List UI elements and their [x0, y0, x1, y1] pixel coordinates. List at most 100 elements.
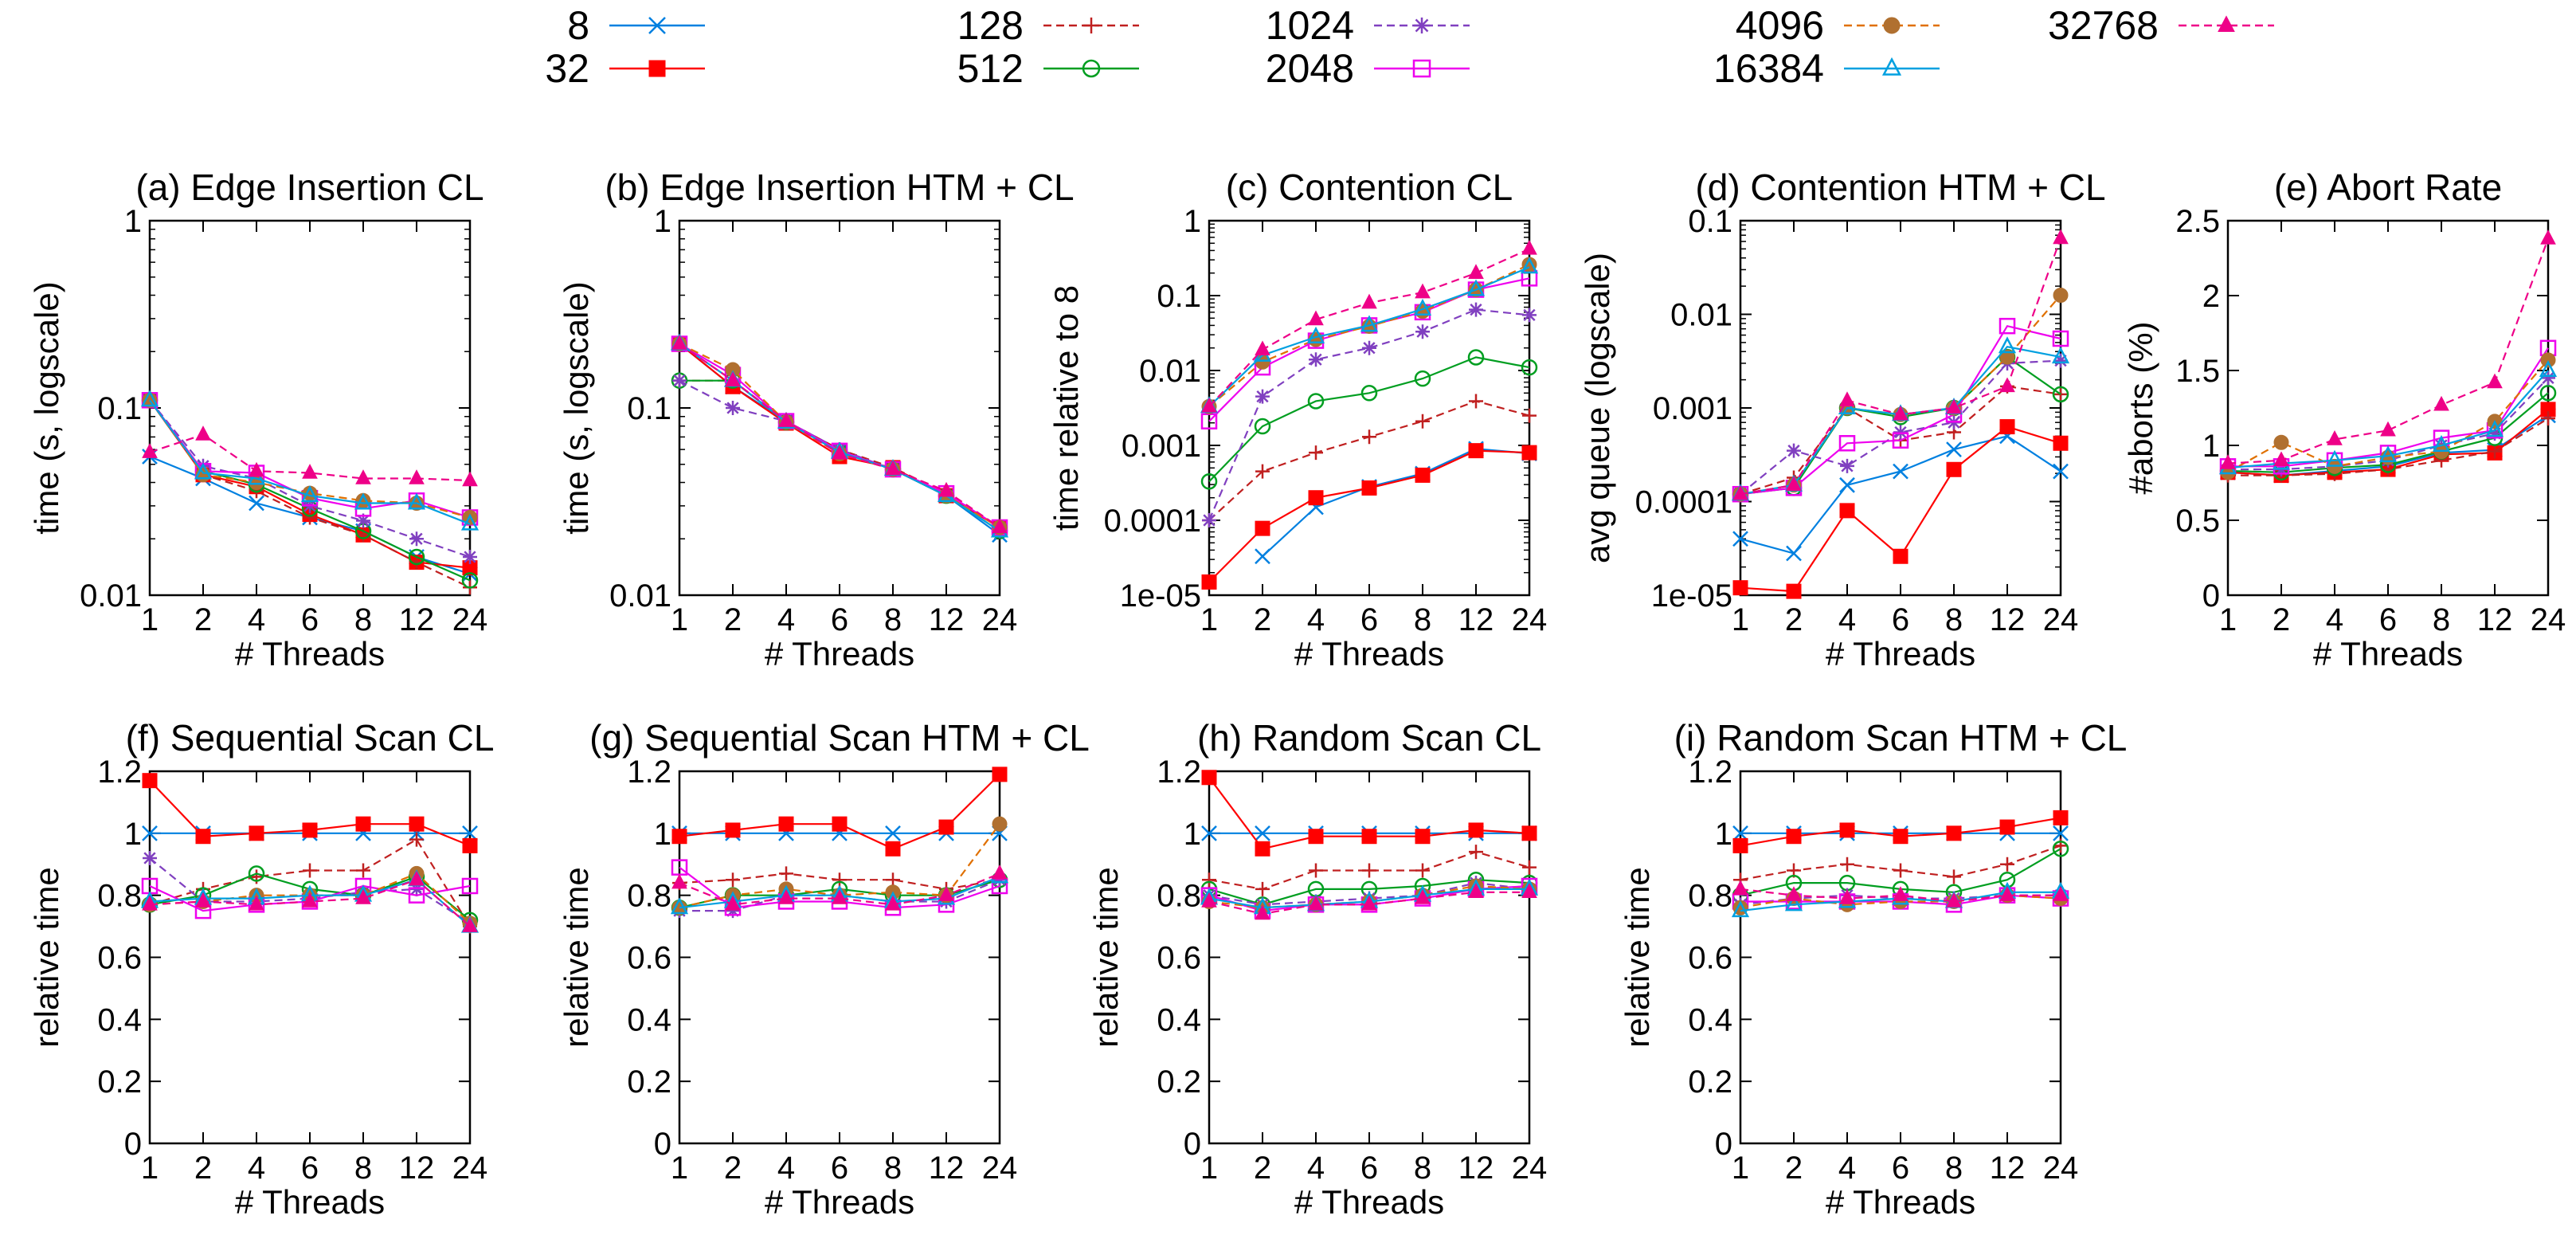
legend-label: 16384	[1713, 46, 1824, 91]
data-point	[1415, 889, 1431, 904]
data-point	[1361, 480, 1377, 496]
data-point	[2273, 451, 2289, 467]
data-point	[1468, 264, 1484, 279]
data-point	[2273, 434, 2289, 450]
data-point	[1892, 432, 1909, 449]
data-point	[1786, 545, 1802, 562]
x-tick-label: 6	[1892, 602, 1909, 637]
y-tick-label: 0	[2202, 578, 2220, 614]
x-tick-label: 24	[1512, 602, 1548, 637]
data-point	[2487, 373, 2503, 389]
y-tick-label: 1.2	[1157, 755, 1201, 790]
chart-panel: (f) Sequential Scan CL 0 0.2 0.4 0.6 0.8 1 1.2 1…	[28, 717, 494, 1221]
data-point	[1732, 484, 1748, 500]
data-point	[779, 866, 793, 881]
data-series	[1732, 810, 2069, 853]
data-point	[1413, 298, 1432, 316]
data-point	[2540, 229, 2556, 245]
y-tick-label: 0.1	[97, 391, 142, 426]
chart-title: (f) Sequential Scan CL	[126, 717, 495, 759]
legend-marker	[1083, 18, 1099, 33]
data-point	[726, 401, 740, 415]
data-series	[671, 336, 1008, 535]
data-point	[992, 816, 1008, 832]
data-point	[1201, 574, 1217, 590]
data-point	[1468, 883, 1484, 899]
y-tick-label: 0.001	[1653, 391, 1732, 426]
x-tick-label: 1	[1200, 1151, 1218, 1186]
data-point	[195, 829, 211, 845]
data-point	[409, 816, 425, 832]
data-point	[462, 825, 478, 841]
series-line	[1208, 400, 1530, 521]
y-tick-label: 1	[1184, 817, 1201, 852]
data-point	[1999, 377, 2015, 393]
data-series	[671, 336, 1008, 535]
data-point	[1308, 895, 1324, 911]
x-tick-label: 2	[194, 602, 212, 637]
x-axis-label: # Threads	[235, 635, 385, 672]
data-point	[2220, 454, 2236, 469]
chart-title: (h) Random Scan CL	[1197, 717, 1541, 759]
data-point	[1838, 435, 1856, 452]
y-tick-label: 0.8	[97, 879, 142, 914]
data-point	[142, 825, 158, 841]
data-point	[778, 412, 794, 427]
data-point	[1415, 863, 1430, 878]
data-point	[2053, 435, 2069, 451]
data-series	[142, 773, 478, 853]
x-tick-label: 2	[194, 1151, 212, 1186]
data-point	[408, 887, 425, 904]
data-point	[1521, 445, 1537, 461]
data-point	[300, 485, 319, 503]
data-point	[1362, 863, 1376, 878]
data-point	[1361, 829, 1377, 845]
data-point	[1522, 408, 1537, 423]
data-point	[1254, 418, 1271, 435]
data-point	[1362, 340, 1376, 355]
y-axis-label: #aborts (%)	[2122, 321, 2159, 494]
x-tick-label: 24	[982, 1151, 1018, 1186]
y-tick-label: 2	[2202, 279, 2220, 314]
data-point	[1309, 445, 1323, 461]
y-tick-label: 0.2	[1688, 1064, 1732, 1100]
data-point	[409, 870, 425, 886]
x-tick-label: 6	[1892, 1151, 1909, 1186]
y-tick-label: 0.2	[1157, 1064, 1201, 1100]
x-axis-label: # Threads	[765, 635, 914, 672]
data-point	[195, 425, 211, 441]
legend-marker	[1883, 17, 1901, 34]
data-point	[992, 864, 1008, 880]
y-tick-label: 0.2	[627, 1064, 671, 1100]
data-point	[885, 841, 901, 857]
data-point	[1466, 279, 1486, 296]
x-tick-label: 2	[1254, 602, 1271, 637]
chart-panel: (a) Edge Insertion CL0.010.111 2 4 6 8 12 24# …	[28, 167, 487, 672]
data-series	[1732, 288, 2069, 502]
data-point	[2052, 330, 2069, 347]
y-tick-label: 1	[1715, 817, 1732, 852]
x-tick-label: 12	[929, 1151, 965, 1186]
legend-marker	[1082, 59, 1101, 78]
x-tick-label: 6	[831, 1151, 848, 1186]
data-series	[2218, 359, 2558, 475]
data-point	[1998, 336, 2017, 354]
y-tick-label: 0	[124, 1127, 142, 1162]
data-point	[356, 513, 370, 528]
x-tick-label: 12	[1990, 1151, 2026, 1186]
chart-title: (g) Sequential Scan HTM + CL	[589, 717, 1090, 759]
data-point	[670, 897, 689, 915]
data-point	[143, 850, 157, 865]
data-point	[1467, 349, 1485, 366]
y-tick-label: 0.1	[627, 391, 671, 426]
data-series	[1201, 770, 1537, 857]
data-point	[1469, 302, 1483, 317]
data-point	[195, 892, 211, 908]
data-point	[247, 468, 266, 485]
y-tick-label: 0.2	[97, 1064, 142, 1100]
x-tick-label: 12	[399, 602, 435, 637]
x-tick-label: 4	[1838, 1151, 1856, 1186]
data-series	[1202, 845, 1537, 896]
